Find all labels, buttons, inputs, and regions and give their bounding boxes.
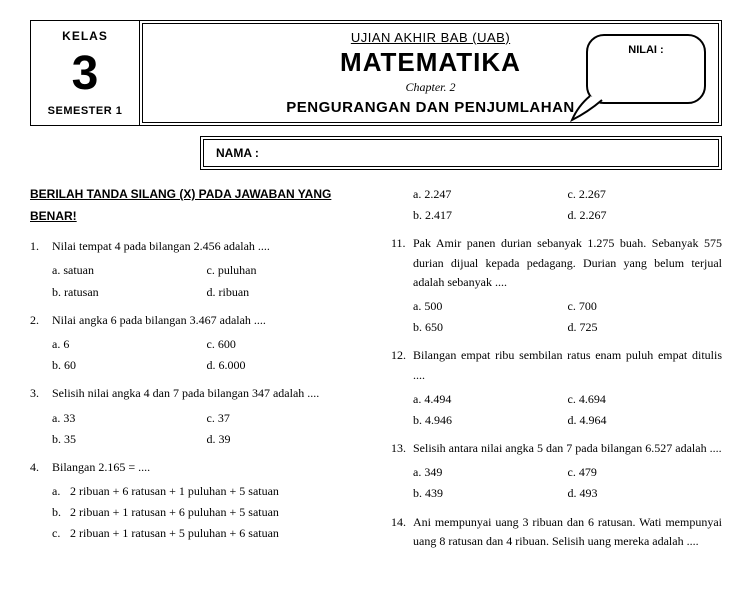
name-field-box: NAMA : (200, 136, 722, 170)
question-number: 11. (391, 234, 413, 338)
answer-option: b. 650 (413, 317, 568, 338)
answer-option: a. 6 (52, 334, 207, 355)
question-text: Ani mempunyai uang 3 ribuan dan 6 ratusa… (413, 513, 722, 551)
answer-option: c.2 ribuan + 1 ratusan + 5 puluhan + 6 s… (52, 523, 361, 544)
answer-option: b. ratusan (52, 282, 207, 303)
question-text: Nilai angka 6 pada bilangan 3.467 adalah… (52, 311, 361, 330)
question-number: 3. (30, 384, 52, 450)
answer-option: a. 349 (413, 462, 568, 483)
score-label: NILAI : (628, 44, 663, 56)
question-item: 4.Bilangan 2.165 = .... a.2 ribuan + 6 ra… (30, 458, 361, 545)
answer-option: c. 600 (207, 334, 362, 355)
kelas-label: KELAS (35, 29, 135, 43)
question-number: 13. (391, 439, 413, 505)
bubble-tail-icon (570, 94, 610, 124)
score-bubble: NILAI : (586, 34, 706, 104)
answer-option: b.2 ribuan + 1 ratusan + 6 puluhan + 5 s… (52, 502, 361, 523)
kelas-box: KELAS 3 SEMESTER 1 (30, 20, 140, 126)
question-item: 1.Nilai tempat 4 pada bilangan 2.456 ada… (30, 237, 361, 303)
answer-option: b. 2.417 (413, 205, 568, 226)
question-number: 1. (30, 237, 52, 303)
answer-option: b. 35 (52, 429, 207, 450)
title-box: UJIAN AKHIR BAB (UAB) MATEMATIKA Chapter… (139, 20, 722, 126)
question-text: Bilangan 2.165 = .... (52, 458, 361, 477)
answer-option: a. 2.247 (413, 184, 568, 205)
answer-option: b. 439 (413, 483, 568, 504)
answer-option: a. 500 (413, 296, 568, 317)
answer-option: c. 37 (207, 408, 362, 429)
answer-option: d. 39 (207, 429, 362, 450)
question-text: Nilai tempat 4 pada bilangan 2.456 adala… (52, 237, 361, 256)
question-text: Selisih antara nilai angka 5 dan 7 pada … (413, 439, 722, 458)
answer-option: d. 4.964 (568, 410, 723, 431)
question-item: 14.Ani mempunyai uang 3 ribuan dan 6 rat… (391, 513, 722, 555)
answer-option: c. 700 (568, 296, 723, 317)
question-text: Selisih nilai angka 4 dan 7 pada bilanga… (52, 384, 361, 403)
answer-option: b. 4.946 (413, 410, 568, 431)
header-row: KELAS 3 SEMESTER 1 UJIAN AKHIR BAB (UAB)… (30, 20, 722, 126)
question-number: 4. (30, 458, 52, 545)
answer-option: a. 4.494 (413, 389, 568, 410)
name-label: NAMA : (216, 146, 259, 160)
question-item: 13.Selisih antara nilai angka 5 dan 7 pa… (391, 439, 722, 505)
semester-label: SEMESTER 1 (35, 105, 135, 117)
answer-option: d. ribuan (207, 282, 362, 303)
answer-option: c. 4.694 (568, 389, 723, 410)
question-continuation: a. 2.247c. 2.267b. 2.417d. 2.267 (391, 184, 722, 226)
answer-option: a. 33 (52, 408, 207, 429)
kelas-number: 3 (35, 50, 135, 98)
right-column: a. 2.247c. 2.267b. 2.417d. 2.267 11.Pak … (391, 184, 722, 563)
left-column: BERILAH TANDA SILANG (X) PADA JAWABAN YA… (30, 184, 361, 563)
answer-option: d. 6.000 (207, 355, 362, 376)
answer-option: c. 2.267 (568, 184, 723, 205)
instruction-text: BERILAH TANDA SILANG (X) PADA JAWABAN YA… (30, 184, 361, 227)
question-number: 2. (30, 311, 52, 377)
answer-option: c. puluhan (207, 260, 362, 281)
question-item: 3.Selisih nilai angka 4 dan 7 pada bilan… (30, 384, 361, 450)
question-item: 12.Bilangan empat ribu sembilan ratus en… (391, 346, 722, 431)
question-text: Pak Amir panen durian sebanyak 1.275 bua… (413, 234, 722, 292)
answer-option: a. satuan (52, 260, 207, 281)
answer-option: d. 725 (568, 317, 723, 338)
questions-content: BERILAH TANDA SILANG (X) PADA JAWABAN YA… (30, 184, 722, 563)
answer-option: d. 493 (568, 483, 723, 504)
question-text: Bilangan empat ribu sembilan ratus enam … (413, 346, 722, 384)
question-number: 12. (391, 346, 413, 431)
answer-option: d. 2.267 (568, 205, 723, 226)
exam-page: KELAS 3 SEMESTER 1 UJIAN AKHIR BAB (UAB)… (0, 0, 752, 583)
answer-option: c. 479 (568, 462, 723, 483)
question-item: 2.Nilai angka 6 pada bilangan 3.467 adal… (30, 311, 361, 377)
answer-option: b. 60 (52, 355, 207, 376)
answer-option: a.2 ribuan + 6 ratusan + 1 puluhan + 5 s… (52, 481, 361, 502)
question-number: 14. (391, 513, 413, 555)
question-item: 11.Pak Amir panen durian sebanyak 1.275 … (391, 234, 722, 338)
